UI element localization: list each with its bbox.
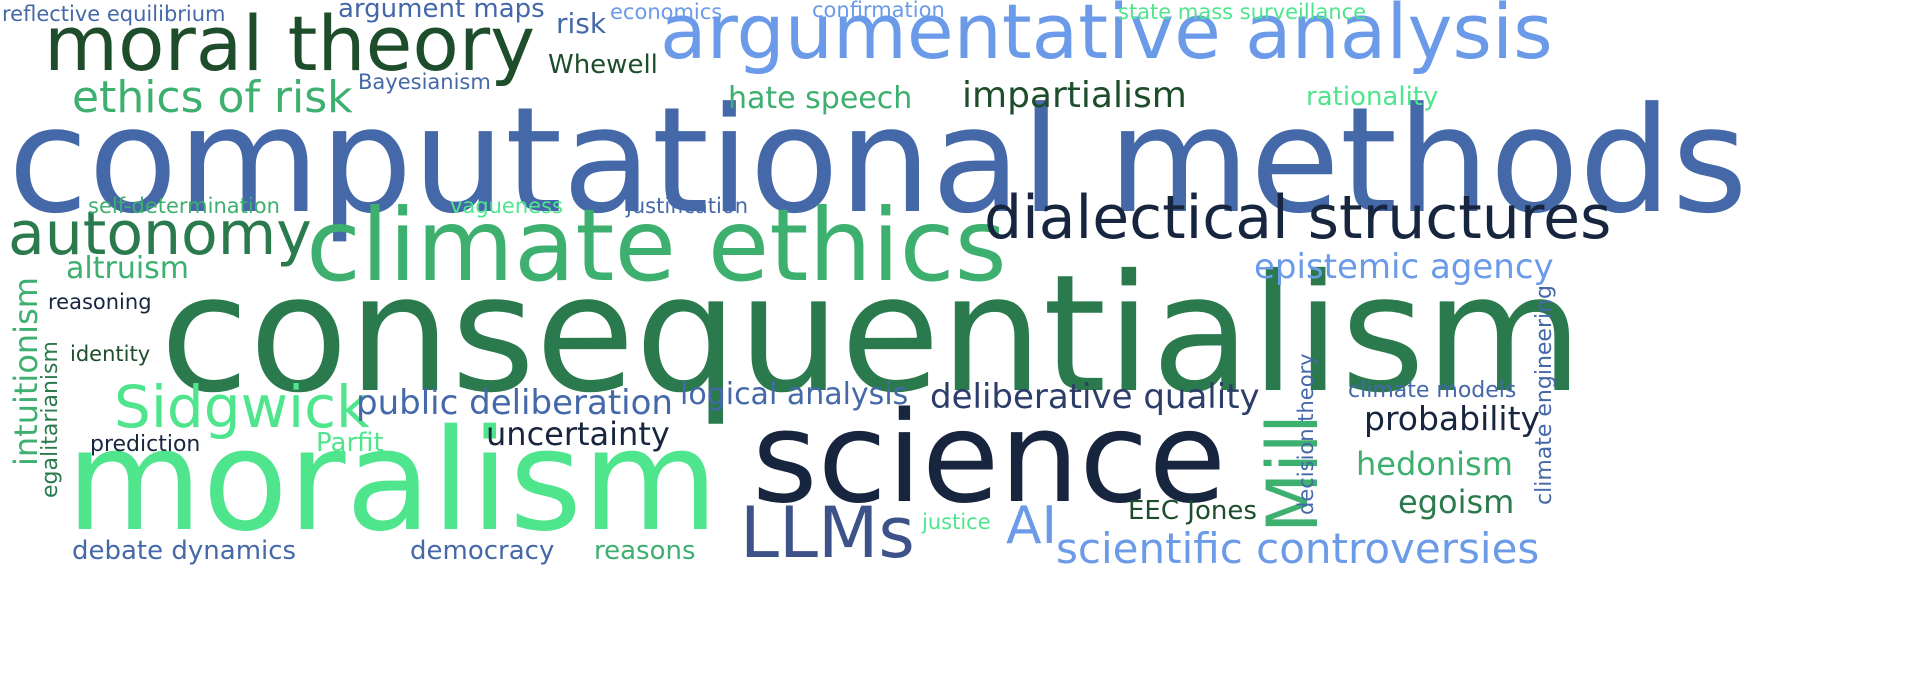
word-hedonism: hedonism <box>1356 445 1513 483</box>
word-decision-theory: decision theory <box>1294 353 1318 515</box>
word-reasons: reasons <box>594 536 696 566</box>
word-confirmation: confirmation <box>812 0 945 22</box>
word-risk: risk <box>556 7 607 40</box>
word-climate-engineering: climate engineering <box>1532 284 1557 505</box>
word-rationality: rationality <box>1306 82 1439 112</box>
word-probability: probability <box>1364 399 1541 438</box>
word-ai: AI <box>1006 496 1057 556</box>
word-uncertainty: uncertainty <box>486 415 670 453</box>
word-climate-models: climate models <box>1348 378 1517 403</box>
word-deliberative-quality: deliberative quality <box>930 377 1260 417</box>
word-vagueness: vagueness <box>450 194 563 218</box>
word-autonomy: autonomy <box>8 199 312 269</box>
word-justification: justification <box>626 194 749 218</box>
word-reflective-equilibrium: reflective equilibrium <box>2 2 226 26</box>
word-egoism: egoism <box>1398 483 1515 521</box>
word-justice: justice <box>922 510 991 534</box>
word-llms: LLMs <box>740 492 915 574</box>
word-ethics-of-risk: ethics of risk <box>72 72 353 123</box>
word-identity: identity <box>70 342 151 366</box>
word-bayesianism: Bayesianism <box>358 70 491 94</box>
word-scientific-controversies: scientific controversies <box>1056 524 1540 573</box>
word-hate-speech: hate speech <box>728 81 913 116</box>
word-moralism: moralism <box>66 400 719 563</box>
word-impartialism: impartialism <box>962 75 1187 116</box>
word-dialectical-structures: dialectical structures <box>984 183 1612 253</box>
word-science: science <box>752 384 1227 531</box>
word-public-deliberation: public deliberation <box>356 383 673 423</box>
word-prediction: prediction <box>90 432 201 457</box>
word-economics: economics <box>610 0 723 24</box>
word-epistemic-agency: epistemic agency <box>1254 247 1554 287</box>
word-argument-maps: argument maps <box>338 0 545 24</box>
word-consequentialism: consequentialism <box>160 241 1583 429</box>
word-whewell: Whewell <box>548 50 658 80</box>
word-parfit: Parfit <box>316 428 384 458</box>
word-logical-analysis: logical analysis <box>680 377 909 412</box>
word-self-determination: self-determination <box>88 194 280 218</box>
word-eec-jones: EEC Jones <box>1128 496 1257 526</box>
word-computational-methods: computational methods <box>8 76 1748 246</box>
word-moral-theory: moral theory <box>44 0 536 88</box>
word-altruism: altruism <box>66 251 190 286</box>
word-egalitarianism: egalitarianism <box>38 341 63 498</box>
word-climate-ethics: climate ethics <box>306 187 1007 304</box>
word-argumentative-analysis: argumentative analysis <box>660 0 1553 76</box>
word-reasoning: reasoning <box>48 290 152 314</box>
word-state-mass-surveillance: state mass surveillance <box>1118 0 1367 24</box>
word-sidgwick: Sidgwick <box>114 373 370 441</box>
word-debate-dynamics: debate dynamics <box>72 536 297 566</box>
word-democracy: democracy <box>410 536 555 566</box>
